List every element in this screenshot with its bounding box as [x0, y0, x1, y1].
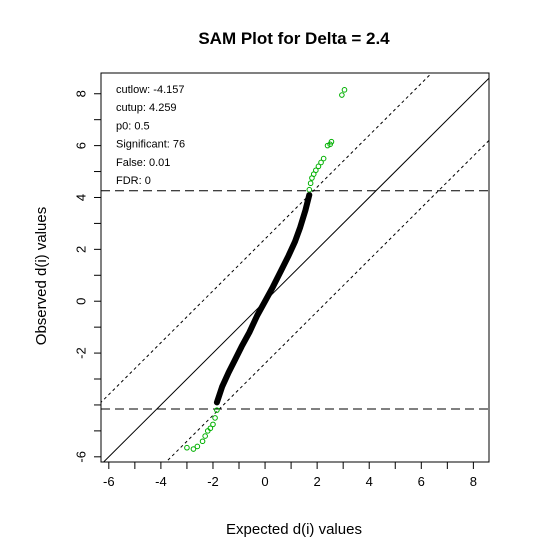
gene-point [238, 343, 245, 350]
x-tick-label: -6 [103, 474, 115, 489]
reference-line-delta_upper [101, 73, 433, 404]
gene-point [225, 369, 232, 376]
y-tick-label: -2 [74, 347, 89, 359]
x-tick-label: 4 [366, 474, 373, 489]
significant-gene-point [184, 444, 190, 451]
stat-line: False: 0.01 [116, 157, 170, 169]
gene-point [262, 298, 268, 304]
significant-gene-point [318, 159, 324, 166]
gene-point [277, 268, 284, 275]
stats-block: cutlow: -4.157 cutup: 4.259 p0: 0.5 Signifi… [116, 84, 185, 187]
chart-title: SAM Plot for Delta = 2.4 [198, 29, 390, 48]
reference-line-identity [102, 77, 489, 462]
plot-frame [100, 72, 490, 463]
gene-point [219, 384, 225, 390]
gene-point [302, 207, 309, 214]
gene-point [246, 329, 253, 336]
plot-area: -6 -4 -2 0 2 4 6 8 -6 -2 0 2 4 6 8 [74, 72, 490, 489]
null-gene-curve [213, 191, 313, 406]
significant-gene-point [214, 407, 220, 413]
stat-line: cutlow: -4.157 [116, 84, 184, 96]
gene-point [254, 312, 260, 319]
significant-gene-point [202, 433, 208, 439]
gene-point [214, 399, 220, 406]
gene-point [297, 224, 303, 231]
significant-gene-point [306, 186, 313, 193]
gene-point [270, 284, 276, 290]
y-tick-label: -6 [74, 451, 89, 463]
reference-line-delta_lower [165, 139, 489, 462]
stat-line: Significant: 76 [116, 139, 185, 151]
significant-gene-point [328, 138, 335, 145]
x-tick-label: 6 [418, 474, 425, 489]
significant-gene-point [194, 443, 201, 450]
gene-point [285, 253, 292, 259]
gene-point [306, 192, 313, 198]
y-tick-label: 2 [74, 246, 89, 253]
significant-gene-point [313, 167, 319, 174]
significant-gene-point [199, 438, 206, 445]
significant-gene-point [212, 415, 218, 421]
significant-gene-point [315, 163, 322, 170]
stat-line: p0: 0.5 [116, 120, 150, 132]
gene-point [232, 356, 238, 363]
x-tick-label: -2 [207, 474, 219, 489]
significant-gene-point [320, 155, 327, 162]
significant-gene-point [307, 180, 314, 187]
plot-content [101, 73, 489, 462]
x-tick-label: -4 [155, 474, 167, 489]
y-tick-label: 6 [74, 142, 89, 149]
y-axis-label: Observed d(i) values [33, 207, 50, 345]
y-tick-label: 8 [74, 90, 89, 97]
x-tick-label: 0 [261, 474, 268, 489]
significant-gene-point [190, 446, 197, 452]
significant-gene-point [207, 425, 214, 432]
x-axis-label: Expected d(i) values [226, 521, 362, 538]
significant-gene-point [210, 421, 216, 428]
stat-line: FDR: 0 [116, 175, 151, 187]
x-tick-label: 8 [470, 474, 477, 489]
x-tick-label: 2 [314, 474, 321, 489]
significant-gene-point [341, 87, 348, 93]
y-tick-label: 4 [74, 194, 89, 201]
gene-point [292, 238, 298, 245]
stat-line: cutup: 4.259 [116, 102, 177, 114]
y-tick-label: 0 [74, 298, 89, 305]
significant-gene-point [339, 92, 345, 98]
